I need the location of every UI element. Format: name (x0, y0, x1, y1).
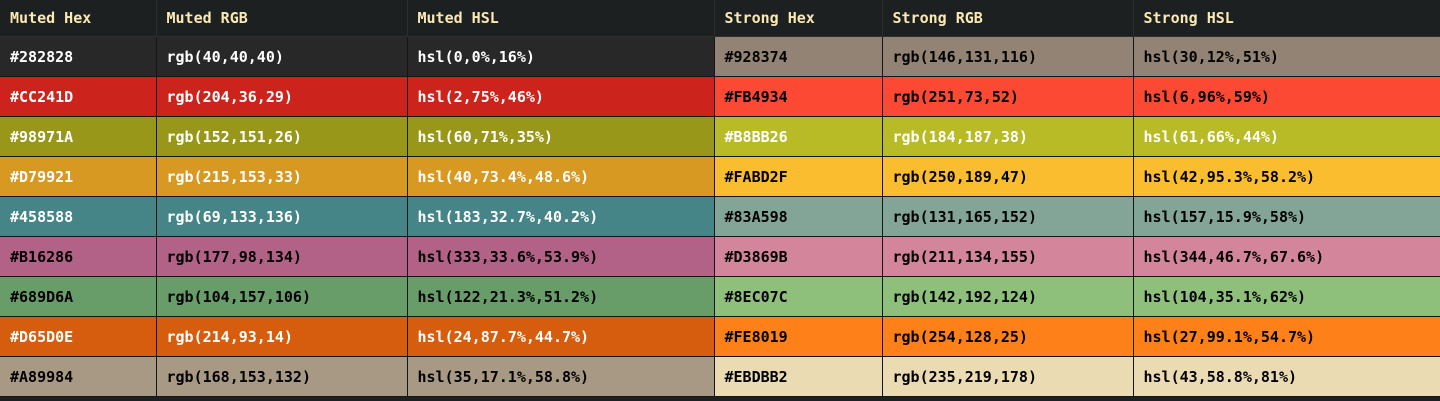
strong-rgb-cell: rgb(142,192,124) (882, 276, 1134, 317)
header-muted-hex: Muted Hex (0, 0, 157, 37)
muted-hsl-cell: hsl(183,32.7%,40.2%) (407, 196, 715, 237)
strong-hsl-cell: hsl(27,99.1%,54.7%) (1133, 316, 1440, 357)
table-row: #A89984 rgb(168,153,132) hsl(35,17.1%,58.8… (0, 356, 1440, 397)
strong-hsl-cell: hsl(42,95.3%,58.2%) (1133, 156, 1440, 197)
table-row: #CC241D rgb(204,36,29) hsl(2,75%,46%) #FB49… (0, 76, 1440, 117)
table-row: #689D6A rgb(104,157,106) hsl(122,21.3%,51.… (0, 276, 1440, 317)
header-strong-hex: Strong Hex (714, 0, 883, 37)
muted-rgb-cell: rgb(152,151,26) (156, 116, 408, 157)
strong-hex-cell: #D3869B (714, 236, 883, 277)
strong-hex-cell: #FB4934 (714, 76, 883, 117)
strong-hex-cell: #EBDBB2 (714, 356, 883, 397)
header-muted-rgb: Muted RGB (156, 0, 408, 37)
table-row: #D79921 rgb(215,153,33) hsl(40,73.4%,48.6%… (0, 156, 1440, 197)
strong-hex-cell: #FE8019 (714, 316, 883, 357)
muted-hsl-cell: hsl(2,75%,46%) (407, 76, 715, 117)
muted-hsl-cell: hsl(122,21.3%,51.2%) (407, 276, 715, 317)
strong-rgb-cell: rgb(250,189,47) (882, 156, 1134, 197)
strong-rgb-cell: rgb(184,187,38) (882, 116, 1134, 157)
strong-hsl-cell: hsl(61,66%,44%) (1133, 116, 1440, 157)
strong-hsl-cell: hsl(344,46.7%,67.6%) (1133, 236, 1440, 277)
strong-hsl-cell: hsl(157,15.9%,58%) (1133, 196, 1440, 237)
muted-hex-cell: #A89984 (0, 356, 157, 397)
muted-rgb-cell: rgb(40,40,40) (156, 36, 408, 77)
muted-hsl-cell: hsl(333,33.6%,53.9%) (407, 236, 715, 277)
table-header: Muted Hex Muted RGB Muted HSL Strong Hex… (0, 0, 1440, 37)
strong-hex-cell: #B8BB26 (714, 116, 883, 157)
strong-hex-cell: #83A598 (714, 196, 883, 237)
header-strong-hsl: Strong HSL (1133, 0, 1440, 37)
muted-rgb-cell: rgb(69,133,136) (156, 196, 408, 237)
strong-rgb-cell: rgb(146,131,116) (882, 36, 1134, 77)
table-row: #458588 rgb(69,133,136) hsl(183,32.7%,40.2… (0, 196, 1440, 237)
muted-rgb-cell: rgb(177,98,134) (156, 236, 408, 277)
strong-hex-cell: #FABD2F (714, 156, 883, 197)
muted-hsl-cell: hsl(60,71%,35%) (407, 116, 715, 157)
header-row: Muted Hex Muted RGB Muted HSL Strong Hex… (0, 0, 1440, 37)
strong-hsl-cell: hsl(43,58.8%,81%) (1133, 356, 1440, 397)
strong-hsl-cell: hsl(6,96%,59%) (1133, 76, 1440, 117)
strong-rgb-cell: rgb(211,134,155) (882, 236, 1134, 277)
header-strong-rgb: Strong RGB (882, 0, 1134, 37)
strong-rgb-cell: rgb(235,219,178) (882, 356, 1134, 397)
strong-rgb-cell: rgb(251,73,52) (882, 76, 1134, 117)
table-row: #D65D0E rgb(214,93,14) hsl(24,87.7%,44.7%)… (0, 316, 1440, 357)
muted-hsl-cell: hsl(0,0%,16%) (407, 36, 715, 77)
strong-hsl-cell: hsl(30,12%,51%) (1133, 36, 1440, 77)
muted-hex-cell: #282828 (0, 36, 157, 77)
strong-rgb-cell: rgb(254,128,25) (882, 316, 1134, 357)
muted-rgb-cell: rgb(204,36,29) (156, 76, 408, 117)
muted-hsl-cell: hsl(40,73.4%,48.6%) (407, 156, 715, 197)
muted-hsl-cell: hsl(24,87.7%,44.7%) (407, 316, 715, 357)
table-row: #282828 rgb(40,40,40) hsl(0,0%,16%) #928374… (0, 36, 1440, 77)
muted-hex-cell: #CC241D (0, 76, 157, 117)
muted-hex-cell: #98971A (0, 116, 157, 157)
muted-rgb-cell: rgb(104,157,106) (156, 276, 408, 317)
muted-hex-cell: #458588 (0, 196, 157, 237)
muted-hex-cell: #B16286 (0, 236, 157, 277)
muted-hex-cell: #D79921 (0, 156, 157, 197)
strong-hsl-cell: hsl(104,35.1%,62%) (1133, 276, 1440, 317)
table-row: #98971A rgb(152,151,26) hsl(60,71%,35%) #B8… (0, 116, 1440, 157)
muted-rgb-cell: rgb(168,153,132) (156, 356, 408, 397)
table-body: #282828 rgb(40,40,40) hsl(0,0%,16%) #928374… (0, 36, 1440, 397)
strong-hex-cell: #8EC07C (714, 276, 883, 317)
strong-rgb-cell: rgb(131,165,152) (882, 196, 1134, 237)
muted-hex-cell: #D65D0E (0, 316, 157, 357)
muted-rgb-cell: rgb(214,93,14) (156, 316, 408, 357)
muted-hex-cell: #689D6A (0, 276, 157, 317)
muted-rgb-cell: rgb(215,153,33) (156, 156, 408, 197)
muted-hsl-cell: hsl(35,17.1%,58.8%) (407, 356, 715, 397)
strong-hex-cell: #928374 (714, 36, 883, 77)
header-muted-hsl: Muted HSL (407, 0, 715, 37)
table-row: #B16286 rgb(177,98,134) hsl(333,33.6%,53.9… (0, 236, 1440, 277)
